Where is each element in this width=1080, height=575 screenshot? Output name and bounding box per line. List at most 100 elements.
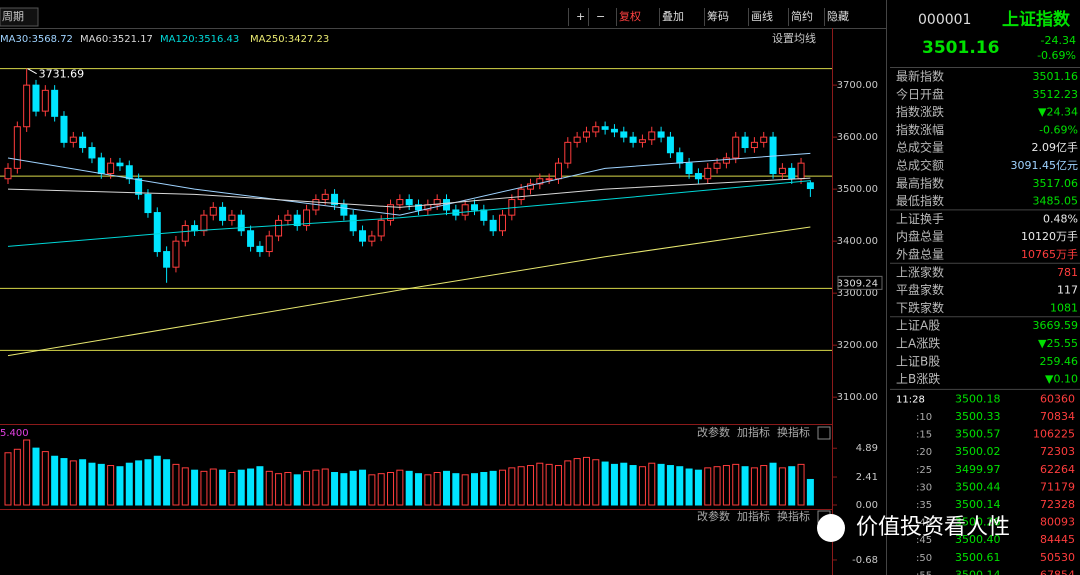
candle-body [657, 131, 665, 138]
toolbar-button[interactable]: 隐藏 [827, 10, 849, 23]
candle-body [433, 199, 441, 206]
candle-body [806, 182, 814, 190]
volume-bar [526, 465, 534, 506]
candle-body [564, 141, 572, 164]
volume-bar [424, 474, 432, 506]
trade-time: :55 [916, 570, 932, 575]
price-axis-marker-box [837, 275, 883, 290]
candle-body [601, 126, 609, 130]
trade-price: 3500.33 [955, 410, 1001, 423]
y-tick-label: 2.41 [856, 472, 878, 483]
quote-label: 上B涨跌 [896, 371, 940, 386]
quote-label: 上证换手 [896, 212, 944, 226]
toolbar-button[interactable]: 叠加 [662, 10, 684, 23]
volume-bar [704, 467, 712, 506]
quote-value: 3485.05 [1033, 195, 1079, 208]
volume-bar [517, 466, 525, 506]
volume-bar [88, 462, 96, 506]
volume-bar [181, 467, 189, 506]
period-select[interactable] [0, 7, 39, 27]
volume-bar [200, 470, 208, 506]
toolbar-button[interactable]: + [576, 10, 585, 23]
candle-body [349, 214, 357, 232]
y-tick-label: 3500.00 [837, 184, 878, 195]
toolbar-button[interactable]: 画线 [751, 9, 773, 23]
quote-label: 内盘总量 [896, 229, 944, 244]
candle-body [256, 245, 264, 253]
trade-time: :10 [916, 412, 932, 423]
candle-body [340, 204, 348, 216]
panel-button[interactable]: 换指标 [777, 509, 810, 523]
volume-bar [694, 469, 702, 506]
candle-body [536, 178, 544, 185]
panel-close[interactable] [817, 426, 831, 440]
volume-bar [471, 473, 478, 506]
toolbar-button[interactable]: − [596, 10, 605, 23]
legend-entry: MA30:3568.72 [0, 34, 73, 45]
toolbar-button[interactable]: 复权 [619, 9, 641, 23]
panel-button[interactable]: 加指标 [737, 509, 770, 523]
candle-body [732, 136, 740, 159]
stock-change-pct: -0.69% [1037, 49, 1076, 62]
peak-label: 3731.69 [39, 68, 85, 81]
y-tick-label: 3200.00 [837, 340, 878, 351]
panel-button[interactable]: 加指标 [737, 425, 770, 439]
volume-annotation: 5.400 [0, 428, 29, 439]
panel-button[interactable]: 改参数 [697, 425, 730, 439]
volume-bar [536, 462, 544, 506]
toolbar-button[interactable]: 筹码 [707, 9, 729, 23]
volume-bar [116, 466, 124, 506]
candle-body [247, 230, 255, 247]
legend-entry: MA60:3521.17 [80, 34, 153, 45]
volume-bar [443, 470, 451, 506]
candle-body [209, 206, 217, 216]
candle-body [13, 126, 21, 169]
candle-body [592, 126, 600, 133]
volume-bar [648, 462, 656, 506]
trade-volume: 71179 [1040, 480, 1075, 493]
candle-body [694, 173, 702, 180]
trade-time: :15 [916, 430, 932, 441]
volume-bar [331, 472, 339, 506]
quote-value: 259.46 [1040, 355, 1079, 368]
quote-label: 今日开盘 [896, 86, 944, 101]
ma-settings[interactable]: 设置均线 [772, 31, 816, 45]
volume-bar [666, 465, 674, 506]
trade-price: 3500.18 [955, 392, 1001, 405]
y-tick-label: 3300.00 [837, 288, 878, 299]
trade-volume: 72303 [1040, 445, 1075, 458]
ma-line [7, 177, 811, 208]
quote-value: 10765万手 [1021, 247, 1078, 261]
period-label[interactable]: 周期 [2, 10, 24, 23]
toolbar-button[interactable]: 简约 [791, 9, 813, 23]
ma-line [7, 152, 811, 216]
panel-button[interactable]: 换指标 [777, 425, 810, 439]
panel-button[interactable]: 改参数 [697, 509, 730, 523]
candle-body [144, 193, 152, 214]
quote-label: 下跌家数 [896, 300, 944, 315]
quote-value: 117 [1057, 284, 1078, 297]
volume-bar [41, 451, 49, 506]
volume-bar [60, 458, 68, 506]
wechat-icon [817, 514, 845, 542]
volume-bar [191, 469, 199, 506]
candle-body [713, 162, 721, 169]
volume-bar [349, 470, 357, 506]
candle-body [396, 199, 404, 206]
volume-bar [657, 463, 665, 506]
volume-bar [508, 467, 516, 506]
candle-body [648, 131, 656, 141]
candle-body [275, 219, 283, 237]
candle-body [489, 219, 497, 232]
candle-body [629, 136, 637, 143]
candle-body [153, 212, 161, 253]
watermark: 价值投资看人性 [856, 515, 1010, 540]
candle-body [750, 141, 758, 149]
trade-volume: 80093 [1040, 516, 1075, 529]
trade-time: :45 [916, 535, 932, 546]
quote-value: 1081 [1050, 301, 1078, 314]
candle-body [200, 214, 208, 232]
trade-volume: 60360 [1040, 392, 1075, 405]
quote-value: ▼25.55 [1038, 337, 1078, 350]
